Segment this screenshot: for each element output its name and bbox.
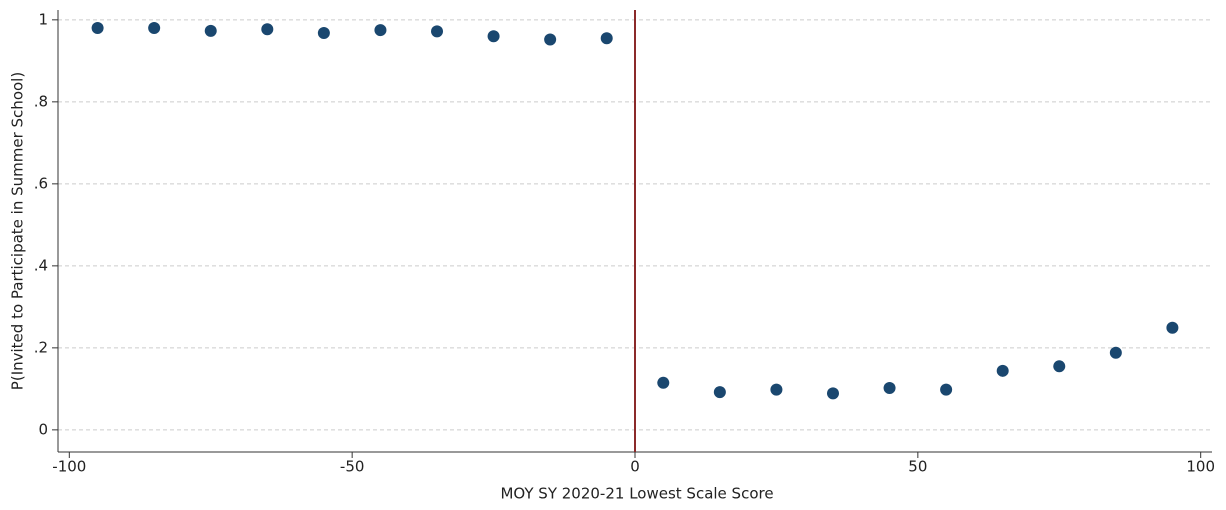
point <box>996 364 1009 377</box>
y-tick-label: .8 <box>34 92 48 110</box>
point <box>1109 346 1122 359</box>
x-tick-label: 50 <box>908 458 927 476</box>
y-tick-label: .6 <box>34 174 48 192</box>
point <box>940 383 953 396</box>
x-axis-title: MOY SY 2020-21 Lowest Scale Score <box>500 485 773 503</box>
point <box>148 22 161 35</box>
x-tick-label: -50 <box>340 458 365 476</box>
point <box>317 26 330 39</box>
point <box>91 22 104 35</box>
y-tick-label: 0 <box>38 420 48 438</box>
point <box>487 30 500 43</box>
y-tick-label: .2 <box>34 338 48 356</box>
x-tick-label: -100 <box>52 458 86 476</box>
point <box>826 387 839 400</box>
point <box>204 24 217 37</box>
y-axis-title: P(Invited to Participate in Summer Schoo… <box>9 72 27 390</box>
point <box>883 382 896 395</box>
point <box>770 383 783 396</box>
y-tick-label: 1 <box>38 10 48 28</box>
point <box>544 33 557 46</box>
y-tick-label: .4 <box>34 256 48 274</box>
point <box>1053 360 1066 373</box>
point <box>600 32 613 45</box>
point <box>713 386 726 399</box>
x-tick-label: 0 <box>630 458 640 476</box>
point <box>431 25 444 38</box>
point <box>261 23 274 36</box>
x-tick-label: 100 <box>1186 458 1215 476</box>
point <box>374 24 387 37</box>
point <box>1166 321 1179 334</box>
point <box>657 376 670 389</box>
